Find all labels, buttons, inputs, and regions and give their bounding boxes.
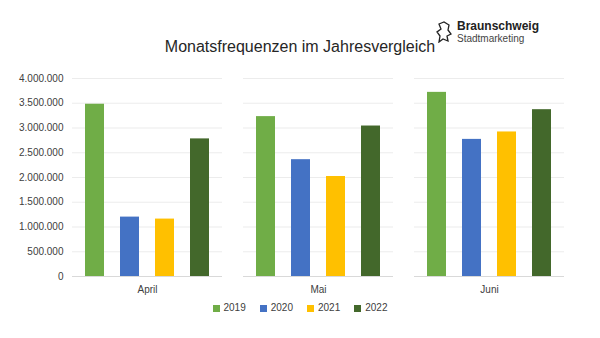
html-text:2019: 2019 bbox=[223, 302, 246, 313]
svg-text:3.500.000: 3.500.000 bbox=[19, 97, 64, 108]
svg-text:2.000.000: 2.000.000 bbox=[19, 172, 64, 183]
svg-text:2.500.000: 2.500.000 bbox=[19, 147, 64, 158]
svg-text:4.000.000: 4.000.000 bbox=[19, 73, 64, 84]
html-text:Stadtmarketing: Stadtmarketing bbox=[457, 33, 525, 44]
svg-text:Juni: Juni bbox=[480, 284, 498, 295]
html-text:2021: 2021 bbox=[318, 302, 341, 313]
html-text:2022: 2022 bbox=[365, 302, 388, 313]
svg-text:1.000.000: 1.000.000 bbox=[19, 221, 64, 232]
svg-text:3.000.000: 3.000.000 bbox=[19, 122, 64, 133]
html-text:Monatsfrequenzen im Jahresverg: Monatsfrequenzen im Jahresvergleich bbox=[164, 38, 436, 55]
svg-text:April: April bbox=[137, 284, 157, 295]
html-text:Braunschweig: Braunschweig bbox=[457, 19, 539, 33]
svg-text:Mai: Mai bbox=[310, 284, 326, 295]
svg-text:0: 0 bbox=[58, 271, 64, 282]
svg-text:1.500.000: 1.500.000 bbox=[19, 196, 64, 207]
svg-text:500.000: 500.000 bbox=[27, 246, 64, 257]
html-text:2020: 2020 bbox=[270, 302, 293, 313]
